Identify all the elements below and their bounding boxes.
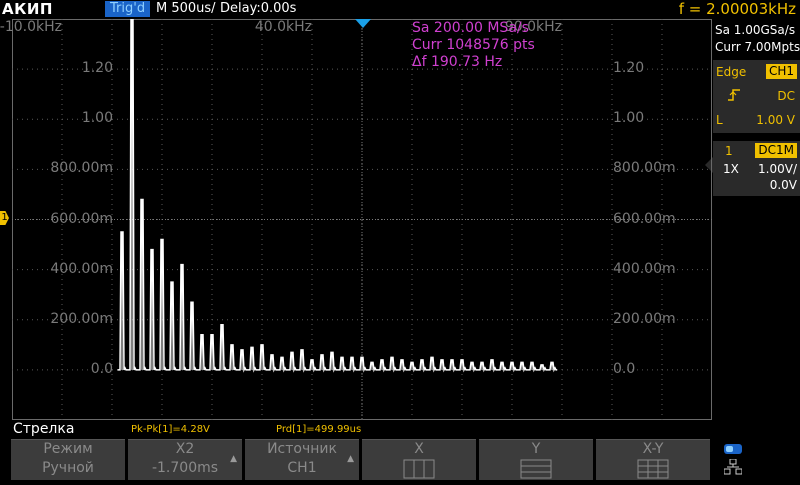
y-axis-label: 600.00m [613,210,676,227]
sample-rate: Sa 1.00GSa/s [715,23,796,37]
y-axis-label: 1.20 [81,60,113,77]
memory-depth: Curr 7.00Mpts [715,40,800,54]
softkey-mode-title: Режим [43,441,93,457]
timebase-readout[interactable]: M 500us/ [156,1,216,16]
y-axis-label: 400.00m [50,260,113,277]
fft-trace-line [117,19,557,373]
softkey-x-title: X [414,441,424,457]
y-axis-label: 600.00m [50,210,113,227]
y-axis-label: 400.00m [613,260,676,277]
trigger-position-marker[interactable] [355,19,371,28]
softkey-x2-value: -1.700ms [151,460,219,476]
measurement-period: Prd[1]=499.99us [276,424,362,435]
fft-points: Curr 1048576 pts [412,37,535,53]
trigger-panel[interactable]: Edge CH1 DC L 1.00 V [713,60,800,133]
softkey-y-cursors[interactable]: Y [479,439,593,480]
y-axis-label: 0.0 [90,360,113,377]
softkey-x2[interactable]: X2 -1.700ms ▲ [128,439,242,480]
delay-readout[interactable]: Delay:0.00s [220,1,297,16]
channel-1-level-marker[interactable]: 1 [0,211,9,225]
y-axis-label: 800.00m [50,160,113,177]
softkey-mode-value: Ручной [42,460,94,476]
softkey-x2-title: X2 [175,441,195,457]
y-axis-label: 1.20 [613,60,645,77]
y-axis-label: 1.00 [81,110,113,127]
y-cursor-icon [520,459,552,479]
x-cursor-icon [403,459,435,479]
frequency-counter: f = 2.00003kHz [678,0,796,18]
trigger-mode: Edge [716,65,747,79]
softkey-xy-title: X-Y [642,441,664,457]
softkey-source-value: CH1 [287,460,317,476]
softkey-x-cursors[interactable]: X [362,439,476,480]
y-axis-label: 200.00m [50,310,113,327]
status-icons [713,439,800,479]
frequency-label: -10.0kHz [0,19,62,35]
trigger-coupling: DC [777,89,795,103]
acquisition-info: Sa 1.00GSa/s Curr 7.00Mpts [713,19,800,59]
y-axis-label: 800.00m [613,160,676,177]
y-axis-label: 0.0 [613,360,636,377]
measurement-pk-pk: Pk-Pk[1]=4.28V [131,424,210,435]
softkey-y-title: Y [531,441,541,457]
softkey-xy-cursors[interactable]: X-Y [596,439,710,480]
trigger-source-badge: CH1 [765,64,797,79]
channel-number: 1 [725,144,733,158]
fft-trace [117,19,557,373]
trigger-status-badge: Trig'd [105,1,151,17]
cursor-mode-label: Стрелка [13,421,75,437]
waveform-display[interactable] [12,19,712,420]
softkey-source-title: Источник [267,441,337,457]
channel-panel-pointer [705,157,713,173]
softkey-mode[interactable]: Режим Ручной [11,439,125,480]
fft-sample-rate: Sa 200.00 MSa/s [412,20,529,36]
trigger-level-label: L [716,113,723,127]
fft-delta-f: Δf 190.73 Hz [412,54,503,70]
rising-edge-icon [727,88,741,106]
fft-info-box: Sa 200.00 MSa/s Curr 1048576 pts Δf 190.… [412,20,535,71]
adjust-arrow-icon: ▲ [230,454,237,464]
y-axis-label: 1.00 [613,110,645,127]
channel-coupling-badge: DC1M [755,143,797,158]
probe-attenuation: 1X [723,162,739,176]
frequency-label: 40.0kHz [254,19,312,35]
frequency-label: 90.0kHz [504,19,562,35]
y-axis-label: 200.00m [613,310,676,327]
vertical-scale: 1.00V/ [758,162,797,176]
top-status-bar [0,0,800,19]
adjust-arrow-icon: ▲ [347,454,354,464]
channel-1-panel[interactable]: 1 DC1M 1X 1.00V/ 0.0V [713,141,800,196]
usb-toggle-icon [724,444,742,454]
trigger-level: 1.00 V [756,113,795,127]
softkey-source[interactable]: Источник CH1 ▲ [245,439,359,480]
xy-cursor-icon [637,459,669,479]
vertical-offset: 0.0V [769,178,797,192]
network-icon [724,459,742,475]
brand-logo: АКИП [2,0,53,18]
